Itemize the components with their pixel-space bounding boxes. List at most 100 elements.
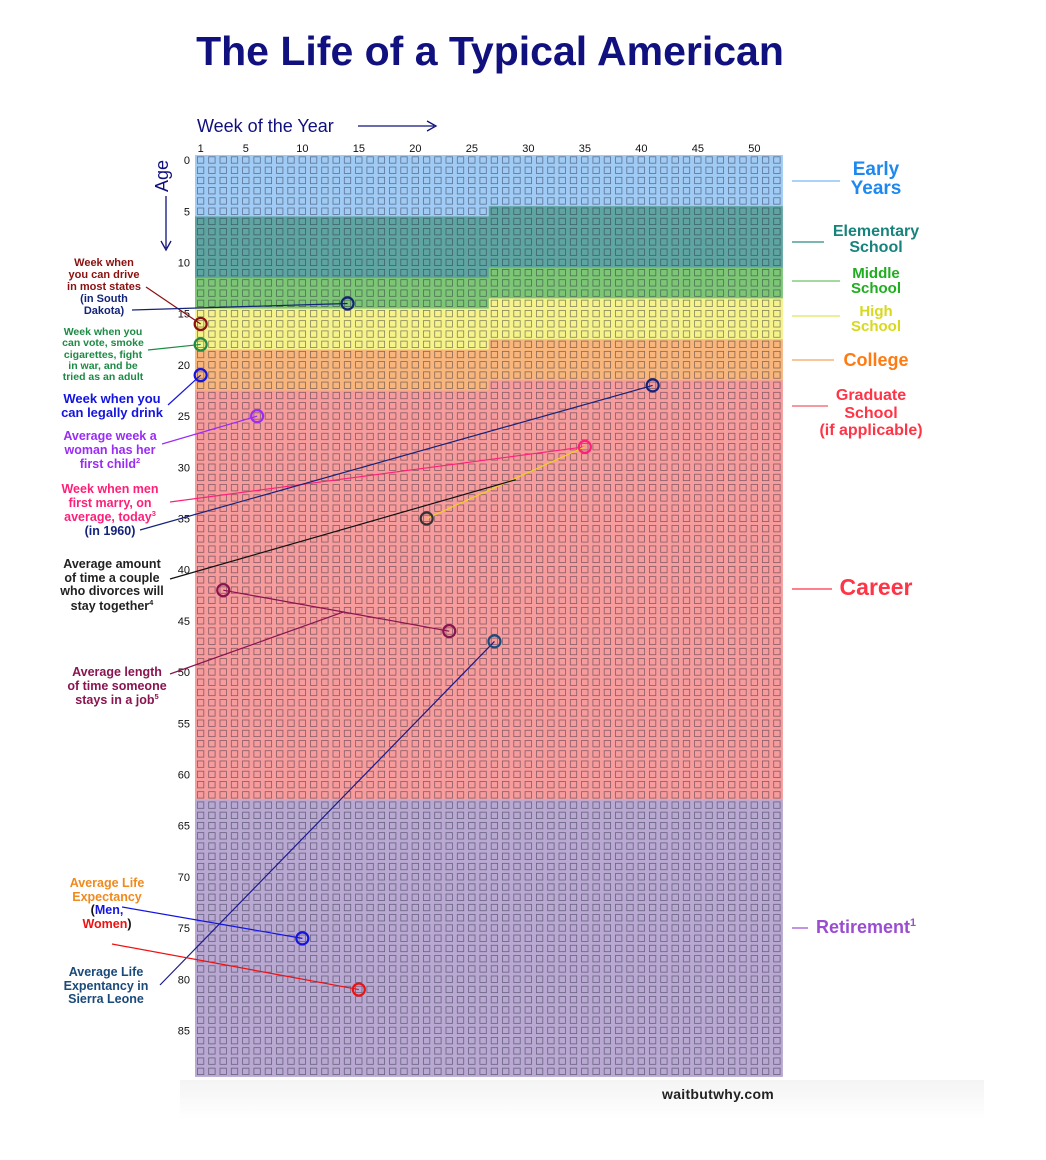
stage-band-cell <box>522 759 535 770</box>
stage-band-cell <box>669 359 682 371</box>
stage-band-cell <box>737 1066 749 1077</box>
stage-band-cell <box>601 533 614 545</box>
stage-band-cell <box>760 861 772 873</box>
stage-band-cell <box>522 247 535 258</box>
stage-band-cell <box>319 155 331 166</box>
stage-band-cell <box>658 318 670 330</box>
stage-band-cell <box>726 277 738 289</box>
stage-band-cell <box>760 667 772 678</box>
stage-band-cell <box>658 718 670 729</box>
stage-band-cell <box>714 933 727 944</box>
stage-band-cell <box>398 421 410 432</box>
stage-band-cell <box>454 472 467 483</box>
stage-band-cell <box>228 482 241 494</box>
stage-band-cell <box>737 943 749 955</box>
stage-band-cell <box>737 574 749 586</box>
stage-band-cell <box>341 943 354 955</box>
stage-band-cell <box>477 533 490 545</box>
stage-band-cell <box>714 902 727 914</box>
stage-band-cell <box>421 841 433 852</box>
stage-band-cell <box>296 554 309 565</box>
stage-band-cell <box>387 318 399 330</box>
week-cell <box>773 187 781 195</box>
stage-band-cell <box>240 513 252 524</box>
stage-band-cell <box>274 472 286 483</box>
stage-band-cell <box>737 267 749 279</box>
stage-band-cell <box>443 185 456 197</box>
stage-band-cell <box>262 902 275 914</box>
stage-band-cell <box>308 216 320 227</box>
stage-band-cell <box>748 492 761 504</box>
stage-band-cell <box>364 636 377 647</box>
stage-band-cell <box>217 974 230 985</box>
stage-band-cell <box>647 656 659 668</box>
stage-band-cell <box>375 585 388 596</box>
stage-band-cell <box>556 247 569 258</box>
week-cell <box>524 207 532 215</box>
stage-band-cell <box>319 564 331 576</box>
stage-band-cell <box>206 615 218 627</box>
stage-band-cell <box>726 431 738 443</box>
stage-band-cell <box>511 400 523 412</box>
stage-band-cell <box>601 912 614 924</box>
stage-band-cell <box>195 748 207 760</box>
stage-band-cell <box>658 390 670 402</box>
stage-band-cell <box>375 544 388 555</box>
stage-band-cell <box>443 329 456 340</box>
stage-band-cell <box>454 175 467 187</box>
week-cell <box>603 156 612 164</box>
stage-band-cell <box>635 759 648 770</box>
stage-band-cell <box>308 861 320 873</box>
stage-band-cell <box>206 1035 218 1047</box>
stage-band-cell <box>274 707 286 719</box>
stage-band-cell <box>466 882 478 893</box>
stage-band-cell <box>579 492 591 504</box>
stage-band-cell <box>579 298 591 309</box>
stage-band-cell <box>647 892 659 903</box>
stage-band-cell <box>567 206 580 217</box>
stage-band-cell <box>296 380 309 391</box>
stage-band-cell <box>635 707 648 719</box>
stage-band-cell <box>251 933 264 944</box>
stage-band-cell <box>364 605 377 617</box>
stage-band-cell <box>274 1004 286 1016</box>
stage-band-cell <box>601 820 614 832</box>
stage-band-cell <box>545 697 557 709</box>
stage-band-cell <box>387 759 399 770</box>
stage-band-cell <box>488 851 501 862</box>
stage-band-cell <box>228 236 241 248</box>
stage-band-cell <box>217 882 230 893</box>
stage-band-cell <box>466 1004 478 1016</box>
stage-band-cell <box>500 728 512 739</box>
stage-band-cell <box>262 277 275 289</box>
stage-band-cell <box>669 155 682 166</box>
stage-band-cell <box>308 728 320 739</box>
stage-band-cell <box>206 533 218 545</box>
stage-band-cell <box>364 544 377 555</box>
stage-band-cell <box>680 636 693 647</box>
stage-band-cell <box>285 953 297 965</box>
stage-band-cell <box>375 206 388 217</box>
stage-band-cell <box>285 349 297 361</box>
stage-band-cell <box>534 748 546 760</box>
stage-band-cell <box>590 656 603 668</box>
stage-band-cell <box>635 175 648 187</box>
stage-band-cell <box>296 769 309 780</box>
stage-band-cell <box>522 912 535 924</box>
stage-band-cell <box>658 533 670 545</box>
stage-band-cell <box>274 923 286 934</box>
stage-band-cell <box>714 636 727 647</box>
stage-band-cell <box>714 1015 727 1026</box>
stage-band-cell <box>703 677 716 688</box>
week-cell <box>694 156 702 164</box>
stage-band-cell <box>353 851 365 862</box>
stage-band-cell <box>771 994 783 1006</box>
stage-band-cell <box>737 738 749 750</box>
stage-band-cell <box>488 759 501 770</box>
stage-band-cell <box>398 390 410 402</box>
stage-band-cell <box>330 626 343 637</box>
stage-band-cell <box>714 605 727 617</box>
stage-band-cell <box>692 421 704 432</box>
stage-band-cell <box>262 1066 275 1077</box>
stage-band-cell <box>579 195 591 207</box>
